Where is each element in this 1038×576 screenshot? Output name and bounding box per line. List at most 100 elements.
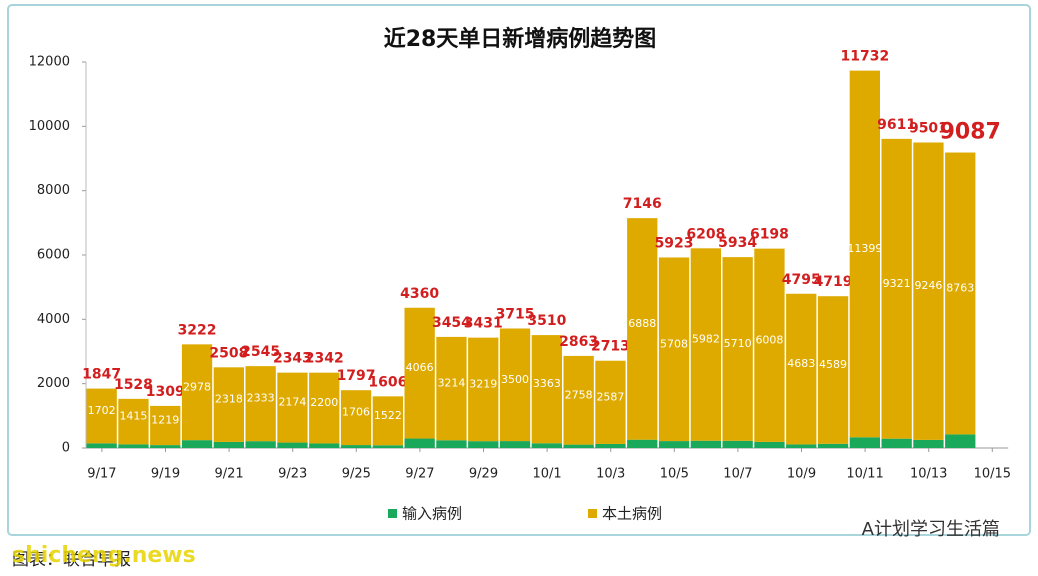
total-label: 3454 — [432, 315, 471, 331]
bar-segment — [658, 441, 690, 448]
total-label: 9087 — [940, 120, 1001, 145]
total-label: 9501 — [909, 120, 948, 136]
bar-segment — [499, 328, 531, 442]
bar-segment — [913, 439, 944, 448]
bar-segment — [945, 434, 976, 448]
legend-label: 本土病例 — [602, 505, 662, 523]
segment-label: 2978 — [183, 380, 211, 393]
source-mark: shicheng.news — [12, 543, 196, 568]
total-label: 9611 — [877, 117, 916, 133]
bar-segment — [181, 440, 213, 448]
bar-segment — [245, 441, 276, 448]
segment-label: 4066 — [406, 361, 434, 374]
bar-segment — [595, 360, 626, 444]
bar-segment — [277, 442, 308, 448]
chart-title: 近28天单日新增病例趋势图 — [384, 26, 657, 52]
bar-segment — [690, 440, 721, 448]
bar-segment — [531, 335, 562, 444]
bar-segment — [817, 443, 849, 448]
bar-segment — [563, 444, 594, 448]
total-label: 5923 — [655, 235, 694, 251]
y-tick-label: 0 — [62, 441, 70, 456]
bar-segment — [118, 444, 149, 448]
total-label: 7146 — [623, 196, 662, 212]
segment-label: 3500 — [501, 373, 529, 386]
bar-segment — [499, 441, 531, 448]
bar-segment — [404, 307, 435, 439]
total-label: 3715 — [496, 307, 535, 323]
segment-label: 5708 — [660, 337, 688, 350]
y-tick-label: 2000 — [37, 376, 70, 391]
total-label: 3510 — [527, 313, 566, 329]
bar-segment — [118, 398, 149, 445]
bar-segment — [658, 257, 690, 442]
segment-label: 9321 — [883, 277, 911, 290]
bar-segment — [436, 440, 467, 448]
segment-label: 2758 — [565, 388, 593, 401]
total-label: 4795 — [782, 272, 821, 288]
segment-label: 2318 — [215, 393, 243, 406]
segment-label: 2333 — [247, 392, 275, 405]
segment-label: 2174 — [278, 396, 306, 409]
x-tick-label: 9/17 — [87, 467, 116, 482]
footer: 图表：联合早报 — [12, 550, 131, 570]
bar-segment — [881, 438, 912, 448]
segment-label: 1702 — [88, 404, 116, 417]
bar-segment — [754, 248, 785, 442]
legend-label: 输入病例 — [402, 505, 462, 523]
bar-segment — [468, 441, 499, 448]
bar-segment — [213, 367, 244, 442]
segment-label: 2200 — [310, 396, 338, 409]
bar-segment — [340, 445, 372, 448]
bar-segment — [372, 396, 403, 446]
segment-label: 3214 — [437, 377, 465, 390]
y-tick-label: 12000 — [29, 55, 70, 70]
y-tick-label: 6000 — [37, 248, 70, 263]
bar-segment — [181, 344, 213, 441]
y-tick-label: 10000 — [29, 119, 70, 134]
bar-segment — [468, 337, 499, 442]
segment-label: 6008 — [755, 333, 783, 346]
total-label: 2343 — [273, 351, 312, 367]
segment-label: 4589 — [819, 358, 847, 371]
total-label: 3222 — [178, 322, 217, 338]
total-label: 4360 — [400, 286, 439, 302]
x-tick-label: 10/13 — [910, 467, 947, 482]
legend-swatch — [388, 509, 397, 518]
y-tick-label: 8000 — [37, 183, 70, 198]
total-label: 1606 — [368, 374, 407, 390]
total-label: 2545 — [241, 344, 280, 360]
total-label: 6198 — [750, 227, 789, 243]
bar-segment — [786, 293, 817, 445]
bar-segment — [86, 388, 117, 444]
bar-segment — [881, 138, 912, 439]
x-tick-label: 10/11 — [846, 467, 883, 482]
bar-segment — [786, 444, 817, 448]
x-tick-label: 9/25 — [342, 467, 371, 482]
segment-label: 11399 — [847, 242, 882, 255]
bar-segment — [945, 152, 976, 435]
bar-segment — [372, 445, 403, 448]
bar-segment — [150, 445, 181, 448]
total-label: 1309 — [146, 384, 185, 400]
total-label: 5934 — [718, 235, 757, 251]
total-label: 1797 — [337, 368, 376, 384]
total-label: 1528 — [114, 377, 153, 393]
total-label: 2508 — [209, 345, 248, 361]
x-tick-label: 9/29 — [469, 467, 498, 482]
x-tick-label: 10/3 — [596, 467, 625, 482]
bar-segment — [627, 218, 658, 440]
segment-label: 1415 — [119, 410, 147, 423]
segment-label: 1219 — [151, 413, 179, 426]
segment-label: 1522 — [374, 409, 402, 422]
total-label: 4719 — [814, 274, 853, 290]
x-tick-label: 9/27 — [405, 467, 434, 482]
watermark: A计划学习生活篇 — [862, 519, 1000, 540]
segment-label: 5710 — [724, 337, 752, 350]
bar-segment — [340, 390, 372, 446]
total-label: 2863 — [559, 334, 598, 350]
bar-segment — [722, 257, 753, 441]
total-label: 3431 — [464, 316, 503, 332]
bar-segment — [213, 441, 244, 448]
